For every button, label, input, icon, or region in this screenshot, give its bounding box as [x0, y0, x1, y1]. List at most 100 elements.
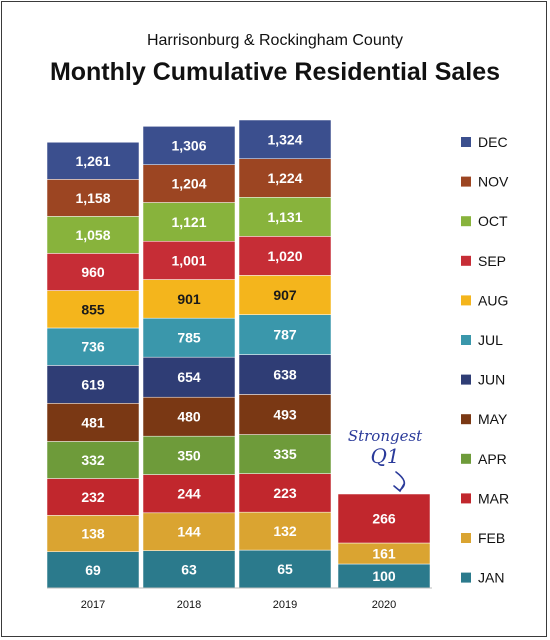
value-label-2017-may: 481	[81, 414, 105, 430]
bar-2020-mar	[337, 493, 431, 544]
value-label-2018-may: 480	[177, 409, 201, 425]
bar-2018-jan	[142, 550, 236, 589]
legend-label-sep: SEP	[478, 253, 506, 269]
bar-2019-feb	[238, 511, 332, 551]
legend-swatch-may	[461, 414, 471, 425]
bar-2017-may	[46, 403, 140, 442]
value-label-2020-mar: 266	[372, 511, 396, 527]
bar-2019-sep	[238, 236, 332, 276]
value-label-2019-jun: 638	[273, 367, 297, 383]
bar-2017-apr	[46, 441, 140, 479]
bar-2017-feb	[46, 515, 140, 552]
legend-swatch-jun	[461, 374, 471, 385]
value-label-2018-dec: 1,306	[171, 138, 206, 154]
bar-2019-jul	[238, 314, 332, 355]
value-label-2019-jan: 65	[277, 561, 293, 577]
value-label-2019-may: 493	[273, 407, 297, 423]
value-label-2017-dec: 1,261	[75, 153, 110, 169]
chart-title: Monthly Cumulative Residential Sales	[49, 58, 501, 86]
value-label-2017-aug: 855	[81, 301, 105, 317]
value-label-2017-nov: 1,158	[75, 190, 110, 206]
legend-label-feb: FEB	[478, 530, 505, 546]
x-tick-label-2018: 2018	[177, 599, 201, 611]
value-label-2017-apr: 332	[81, 452, 105, 468]
legend-swatch-feb	[461, 533, 471, 543]
value-label-2018-apr: 350	[177, 447, 201, 463]
legend-label-mar: MAR	[478, 490, 509, 506]
annotation-line2: Q1	[370, 443, 400, 468]
bar-2017-dec	[46, 142, 140, 180]
value-label-2019-mar: 223	[273, 485, 297, 501]
bar-2019-may	[238, 394, 332, 435]
value-label-2018-jul: 785	[177, 330, 201, 346]
legend-swatch-mar	[461, 493, 471, 504]
bar-2018-dec	[142, 126, 236, 165]
annotation-line1: Strongest	[347, 427, 423, 445]
value-label-2019-oct: 1,131	[267, 209, 302, 225]
value-label-2019-nov: 1,224	[267, 170, 302, 186]
bar-2018-may	[142, 396, 236, 437]
legend-swatch-jul	[461, 335, 471, 345]
bar-2018-jun	[142, 356, 236, 398]
legend-swatch-aug	[461, 295, 471, 306]
value-label-2019-dec: 1,324	[267, 131, 302, 147]
value-label-2017-jun: 619	[81, 376, 105, 392]
legend-swatch-jan	[461, 572, 471, 583]
value-label-2017-mar: 232	[81, 489, 105, 505]
value-label-2017-oct: 1,058	[75, 227, 110, 243]
bar-2018-sep	[142, 241, 236, 280]
x-tick-label-2020: 2020	[372, 599, 396, 611]
value-label-2019-apr: 335	[273, 446, 297, 462]
value-label-2018-sep: 1,001	[171, 252, 206, 268]
value-label-2020-jan: 100	[372, 568, 396, 584]
bar-2017-aug	[46, 290, 140, 329]
legend-label-jul: JUL	[478, 332, 503, 348]
bar-2018-oct	[142, 202, 236, 242]
value-label-2018-jan: 63	[181, 561, 197, 577]
legend-label-nov: NOV	[478, 174, 509, 190]
legend-label-jan: JAN	[478, 570, 504, 586]
bar-2019-apr	[238, 434, 332, 474]
legend-label-aug: AUG	[478, 292, 508, 308]
x-tick-label-2017: 2017	[81, 599, 105, 611]
value-label-2018-aug: 901	[177, 291, 201, 307]
chart-subtitle: Harrisonburg & Rockingham County	[146, 32, 404, 49]
bar-2019-dec	[238, 119, 332, 159]
legend-swatch-nov	[461, 176, 471, 187]
legend-swatch-dec	[461, 137, 471, 147]
bar-2019-jan	[238, 549, 332, 589]
legend-label-dec: DEC	[478, 134, 508, 150]
bar-2017-oct	[46, 216, 140, 254]
bar-2017-jun	[46, 365, 140, 404]
legend-label-oct: OCT	[478, 213, 508, 229]
bar-2018-nov	[142, 164, 236, 203]
legend-swatch-sep	[461, 255, 471, 266]
bar-2017-jan	[46, 551, 140, 589]
legend-label-may: MAY	[478, 411, 508, 427]
value-label-2017-feb: 138	[81, 526, 105, 542]
legend-swatch-apr	[461, 453, 471, 464]
value-label-2017-jan: 69	[85, 562, 101, 578]
strongest-q1-annotation: Strongest Q1	[340, 428, 430, 467]
value-label-2017-sep: 960	[81, 264, 105, 280]
bar-2017-mar	[46, 478, 140, 516]
bar-2018-aug	[142, 279, 236, 319]
value-label-2020-feb: 161	[372, 546, 396, 562]
legend-label-apr: APR	[478, 451, 507, 467]
legend-swatch-oct	[461, 216, 471, 227]
bar-2018-feb	[142, 512, 236, 551]
legend-label-jun: JUN	[478, 372, 505, 388]
bar-2019-nov	[238, 158, 332, 198]
value-label-2018-feb: 144	[177, 524, 201, 540]
value-label-2019-sep: 1,020	[267, 248, 302, 264]
value-label-2019-feb: 132	[273, 523, 297, 539]
value-label-2018-mar: 244	[177, 486, 201, 502]
bar-2019-oct	[238, 197, 332, 237]
value-label-2017-jul: 736	[81, 339, 105, 355]
x-tick-label-2019: 2019	[273, 599, 297, 611]
value-label-2018-nov: 1,204	[171, 176, 206, 192]
bar-2018-jul	[142, 317, 236, 358]
bar-2019-mar	[238, 473, 332, 513]
bar-2017-sep	[46, 253, 140, 291]
